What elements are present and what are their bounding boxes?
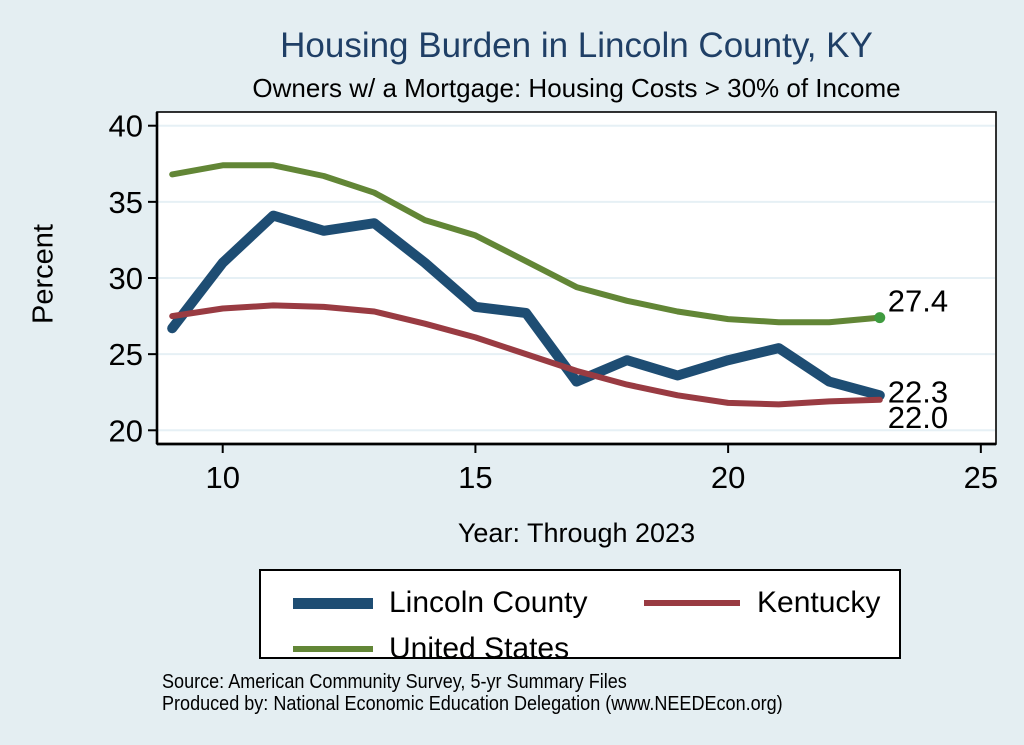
end-value-label-kentucky: 22.0 [888,400,948,435]
y-axis-title: Percent [27,224,60,324]
legend-label-kentucky: Kentucky [757,586,881,619]
x-tick-label-15: 15 [458,460,492,495]
y-tick-label-20: 20 [109,413,143,448]
y-tick-label-30: 30 [109,261,143,296]
chart-subtitle: Owners w/ a Mortgage: Housing Costs > 30… [252,73,901,103]
x-tick-label-10: 10 [205,460,239,495]
end-value-label-united-states: 27.4 [888,284,948,319]
y-tick-label-25: 25 [109,337,143,372]
legend-swatch-united-states [293,646,373,652]
chart-title: Housing Burden in Lincoln County, KY [280,26,873,65]
series-line-lincoln-county [167,210,885,401]
legend-label-lincoln-county: Lincoln County [389,586,588,619]
legend-label-united-states: United States [389,632,570,665]
series-line-kentucky [169,302,883,408]
y-tick-label-40: 40 [109,109,143,144]
y-tick-label-35: 35 [109,185,143,220]
footer-source-note: Source: American Community Survey, 5-yr … [162,670,627,693]
legend-swatch-kentucky [644,600,740,606]
end-value-label-lincoln-county: 22.3 [888,374,948,409]
series-line-united-states [169,162,883,326]
footer-produced-by-note: Produced by: National Economic Education… [162,692,783,715]
legend: Lincoln County Kentucky United States [259,569,901,665]
legend-swatch-lincoln-county [293,598,373,609]
end-marker-united-states [874,312,886,324]
x-axis-title: Year: Through 2023 [457,518,696,548]
x-tick-label-20: 20 [711,460,745,495]
x-tick-label-25: 25 [964,460,998,495]
